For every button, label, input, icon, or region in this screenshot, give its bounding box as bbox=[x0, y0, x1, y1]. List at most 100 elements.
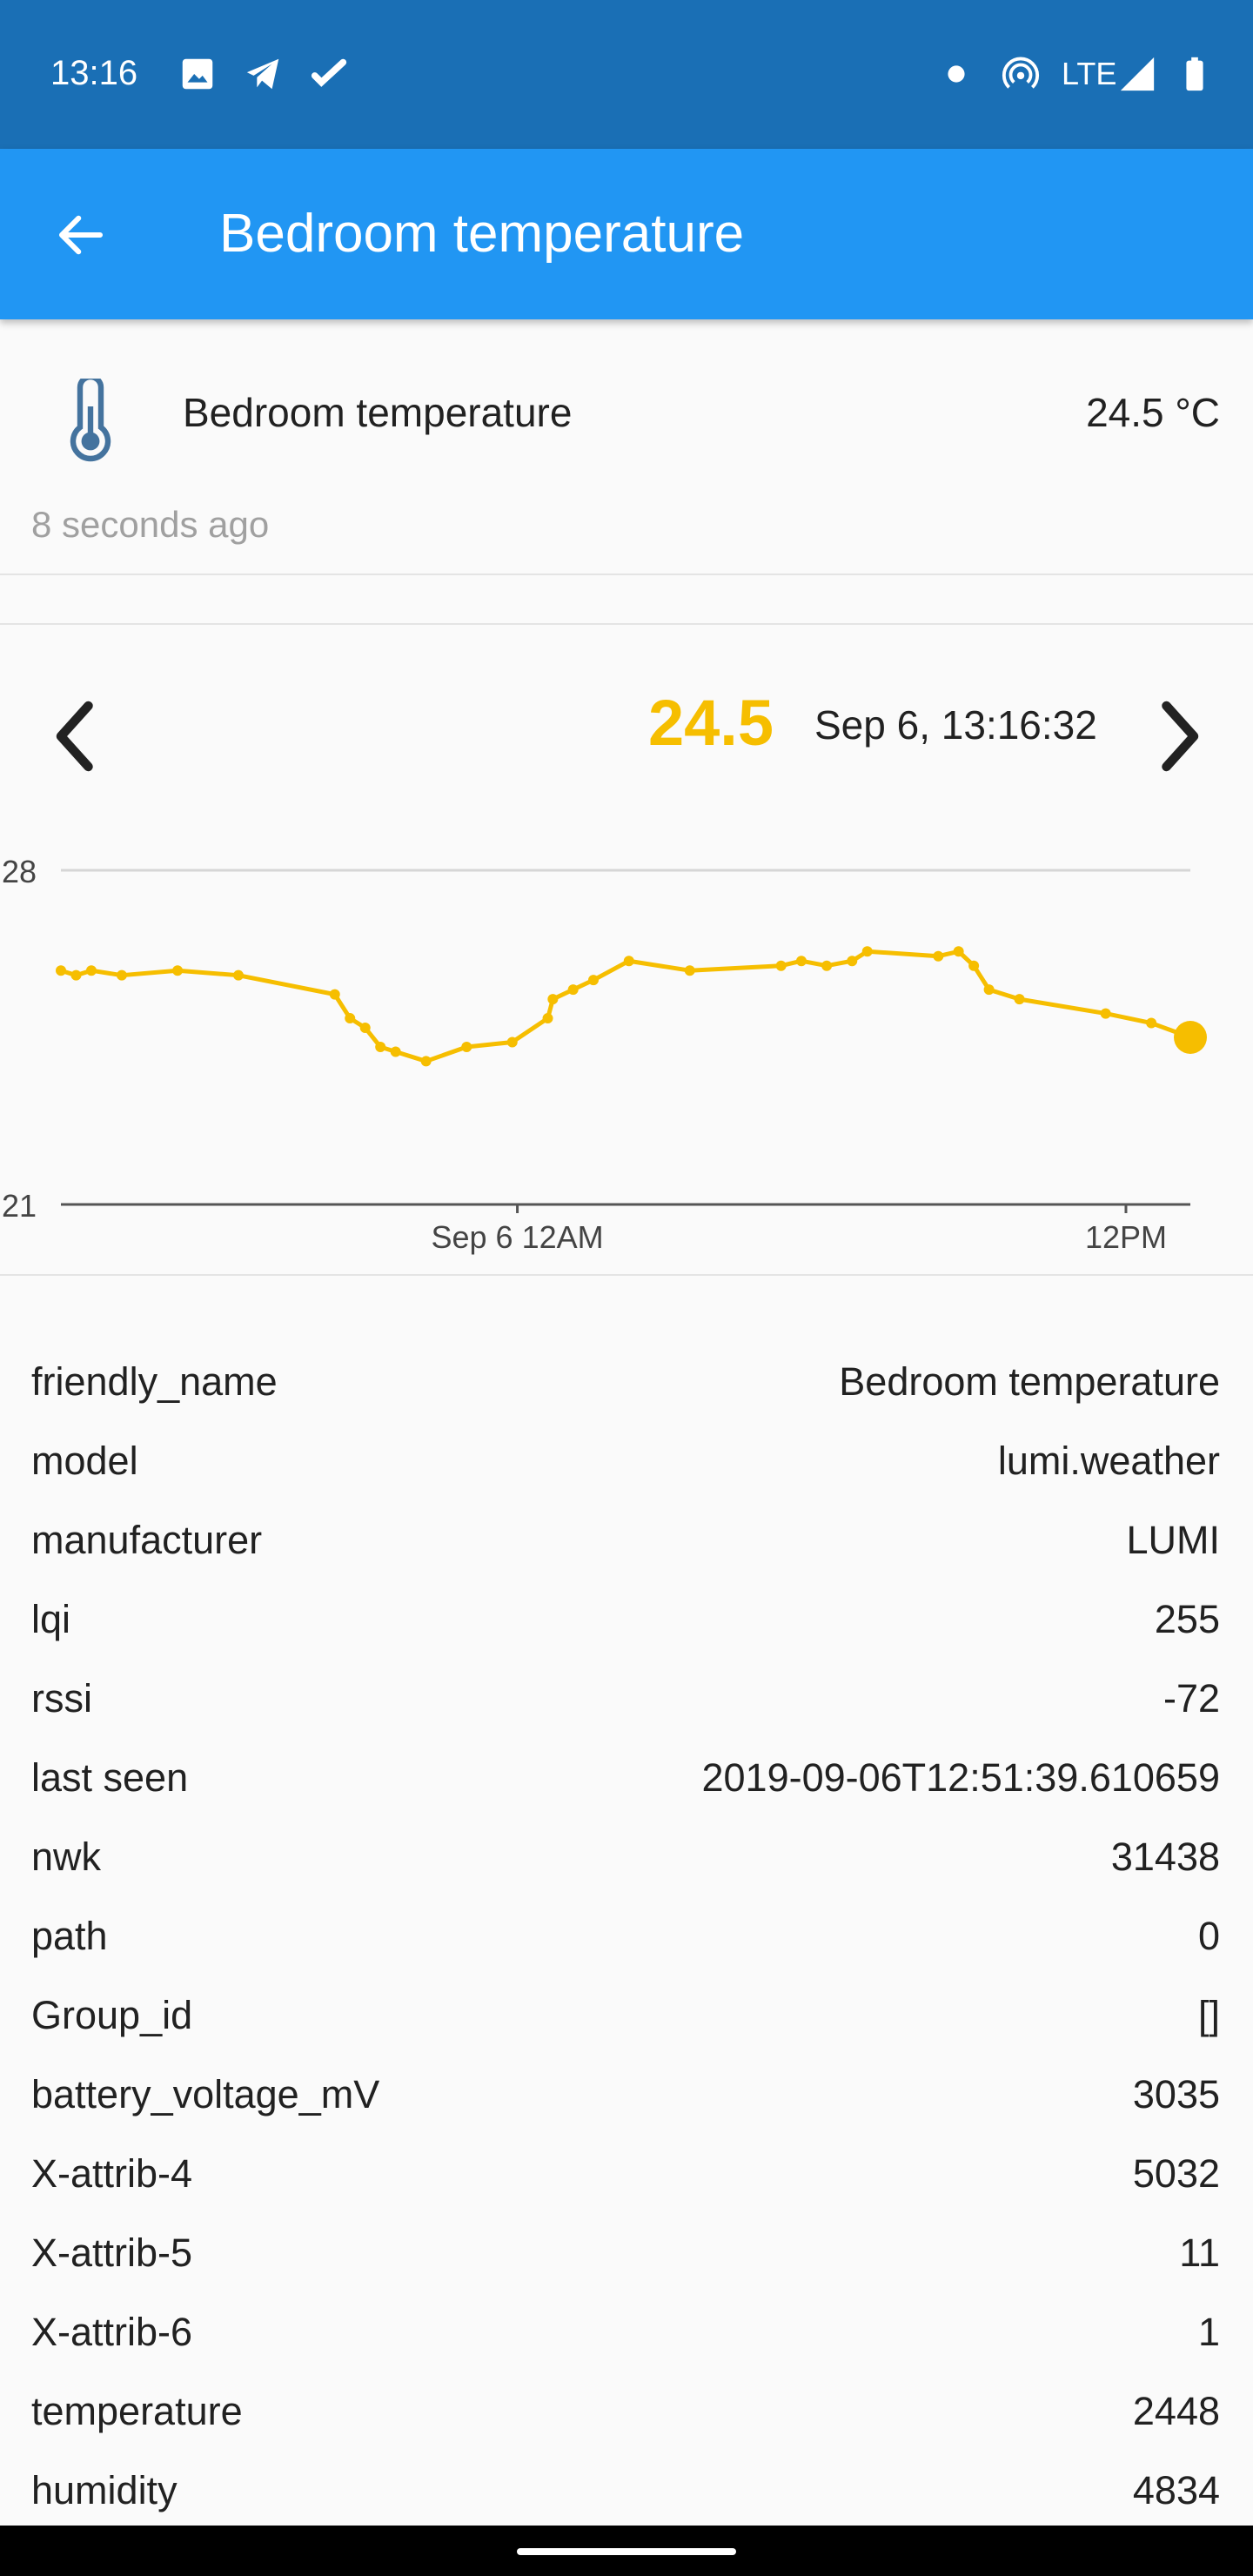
data-point bbox=[775, 960, 787, 971]
attribute-value: 0 bbox=[1197, 1914, 1220, 1958]
attribute-row: X-attrib-6 1 bbox=[0, 2296, 1253, 2375]
attribute-row: nwk 31438 bbox=[0, 1821, 1253, 1900]
history-chart-panel: 24.5 Sep 6, 13:16:32 28 21 Sep 6 12AM 12PM bbox=[0, 625, 1253, 1274]
attribute-key: nwk bbox=[31, 1835, 102, 1879]
series-line bbox=[60, 949, 1191, 1063]
data-point bbox=[329, 989, 340, 1000]
data-point bbox=[684, 965, 695, 976]
attribute-value: [] bbox=[1197, 1993, 1220, 2037]
data-point bbox=[70, 969, 82, 981]
navigation-bar bbox=[0, 2526, 1253, 2576]
attribute-row: rssi -72 bbox=[0, 1662, 1253, 1741]
arrow-back-icon[interactable] bbox=[52, 206, 110, 264]
data-point bbox=[542, 1013, 553, 1024]
temperature-line-chart[interactable]: 28 21 Sep 6 12AM 12PM bbox=[0, 825, 1253, 1260]
data-point bbox=[847, 956, 858, 967]
chevron-right-icon[interactable] bbox=[1157, 700, 1206, 773]
attribute-value: 1 bbox=[1197, 2310, 1220, 2354]
data-point bbox=[56, 965, 66, 976]
attribute-value: 11 bbox=[1179, 2231, 1220, 2275]
attribute-row: X-attrib-4 5032 bbox=[0, 2137, 1253, 2217]
attribute-key: battery_voltage_mV bbox=[31, 2072, 380, 2116]
data-point bbox=[861, 946, 873, 957]
divider bbox=[0, 623, 1253, 625]
attribute-row: X-attrib-5 11 bbox=[0, 2217, 1253, 2296]
data-point bbox=[623, 956, 634, 967]
attribute-key: model bbox=[31, 1439, 138, 1483]
attribute-row: model lumi.weather bbox=[0, 1425, 1253, 1504]
dot-icon bbox=[948, 65, 965, 83]
selected-point bbox=[1174, 1021, 1207, 1054]
attribute-key: X-attrib-4 bbox=[31, 2151, 193, 2196]
attribute-key: rssi bbox=[31, 1676, 92, 1721]
x-tick-label: 12PM bbox=[1085, 1219, 1167, 1255]
attribute-value: 2448 bbox=[1132, 2389, 1220, 2433]
check-icon bbox=[311, 58, 347, 87]
divider bbox=[0, 574, 1253, 575]
attribute-key: X-attrib-5 bbox=[31, 2231, 193, 2275]
image-icon bbox=[182, 58, 213, 90]
attribute-row: Group_id [] bbox=[0, 1979, 1253, 2058]
data-point bbox=[1100, 1008, 1111, 1019]
attribute-row: friendly_name Bedroom temperature bbox=[0, 1345, 1253, 1425]
data-point bbox=[968, 960, 980, 971]
attribute-key: X-attrib-6 bbox=[31, 2310, 193, 2354]
attribute-row: last seen 2019-09-06T12:51:39.610659 bbox=[0, 1741, 1253, 1821]
attribute-key: lqi bbox=[31, 1597, 71, 1641]
data-point bbox=[587, 975, 599, 986]
x-tick-label: Sep 6 12AM bbox=[431, 1219, 603, 1255]
data-point bbox=[461, 1041, 472, 1052]
data-point bbox=[567, 984, 579, 996]
data-point bbox=[232, 969, 244, 981]
divider bbox=[0, 1274, 1253, 1276]
attribute-value: 2019-09-06T12:51:39.610659 bbox=[701, 1755, 1220, 1800]
status-bar: 13:16 LTE bbox=[0, 0, 1253, 149]
attribute-key: last seen bbox=[31, 1755, 189, 1800]
attribute-key: humidity bbox=[31, 2468, 178, 2512]
lte-signal-icon bbox=[1120, 57, 1155, 91]
data-point bbox=[506, 1036, 518, 1048]
data-point bbox=[345, 1013, 356, 1024]
telegram-icon bbox=[246, 58, 279, 90]
status-time: 13:16 bbox=[50, 54, 138, 92]
current-value: 24.5 bbox=[648, 687, 774, 759]
attribute-row: path 0 bbox=[0, 1900, 1253, 1979]
current-time: Sep 6, 13:16:32 bbox=[814, 702, 1097, 748]
entity-name: Bedroom temperature bbox=[183, 390, 573, 435]
attribute-key: temperature bbox=[31, 2389, 243, 2433]
hotspot-icon bbox=[1002, 57, 1040, 89]
home-handle[interactable] bbox=[517, 2548, 736, 2555]
attribute-row: humidity 4834 bbox=[0, 2454, 1253, 2533]
data-point bbox=[390, 1046, 401, 1057]
attribute-row: manufacturer LUMI bbox=[0, 1504, 1253, 1583]
attribute-key: manufacturer bbox=[31, 1518, 263, 1562]
attribute-value: -72 bbox=[1163, 1676, 1220, 1721]
entity-row[interactable]: Bedroom temperature 24.5 °C 8 seconds ag… bbox=[0, 319, 1253, 574]
data-point bbox=[933, 950, 944, 962]
attribute-value: 31438 bbox=[1110, 1835, 1220, 1879]
attribute-value: Bedroom temperature bbox=[839, 1359, 1220, 1404]
attribute-key: path bbox=[31, 1914, 108, 1958]
data-point bbox=[983, 984, 995, 996]
data-point bbox=[359, 1023, 371, 1034]
data-point bbox=[85, 965, 97, 976]
data-point bbox=[1146, 1017, 1157, 1029]
data-point bbox=[795, 956, 807, 967]
attribute-value: LUMI bbox=[1126, 1518, 1220, 1562]
attribute-value: 255 bbox=[1154, 1597, 1220, 1641]
last-updated: 8 seconds ago bbox=[31, 504, 270, 545]
data-point bbox=[1014, 994, 1025, 1005]
page-title: Bedroom temperature bbox=[219, 204, 745, 264]
entity-state: 24.5 °C bbox=[1086, 390, 1220, 435]
data-point bbox=[547, 994, 559, 1005]
thermometer-icon bbox=[70, 379, 111, 462]
attribute-value: lumi.weather bbox=[997, 1439, 1220, 1483]
network-label: LTE bbox=[1062, 56, 1117, 91]
attribute-row: battery_voltage_mV 3035 bbox=[0, 2058, 1253, 2137]
data-point bbox=[116, 969, 127, 981]
y-tick-label: 28 bbox=[2, 854, 37, 889]
chevron-left-icon[interactable] bbox=[49, 700, 97, 773]
y-tick-label: 21 bbox=[2, 1188, 37, 1224]
data-point bbox=[821, 960, 833, 971]
attribute-value: 5032 bbox=[1132, 2151, 1220, 2196]
